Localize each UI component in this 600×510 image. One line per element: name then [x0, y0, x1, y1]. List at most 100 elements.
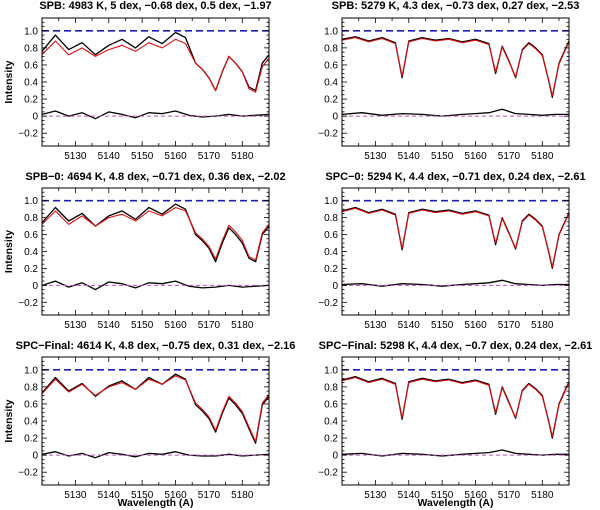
y-tick-label: 0.4: [24, 78, 38, 89]
y-axis-label: Intensity: [3, 230, 15, 273]
x-tick-label: 5160: [164, 151, 187, 162]
y-tick-label: 0.2: [324, 264, 338, 275]
residual-line: [42, 110, 269, 120]
x-tick-label: 5150: [131, 151, 154, 162]
x-tick-label: 5130: [364, 151, 387, 162]
x-tick-label: 5130: [364, 320, 387, 331]
plot-area: [342, 199, 569, 287]
x-tick-label: 5130: [364, 490, 387, 501]
panel-1: SPB: 4983 K, 5 dex, −0.68 dex, 0.5 dex, …: [3, 0, 272, 162]
observed-spectrum-line: [42, 31, 269, 92]
panel-6: SPC−Final: 5298 K, 4.4 dex, −0.7 dex, 0.…: [318, 340, 592, 509]
y-tick-label: 0.2: [24, 95, 38, 106]
y-tick-label: 0: [32, 112, 38, 123]
y-tick-label: 0.4: [324, 417, 338, 428]
observed-spectrum-line: [342, 206, 569, 270]
y-axis-label: Intensity: [3, 399, 15, 442]
x-tick-label: 5180: [531, 151, 554, 162]
plot-area: [342, 368, 569, 457]
x-tick-label: 5150: [431, 151, 454, 162]
model-spectrum-line: [342, 37, 569, 97]
y-tick-label: 0.4: [324, 78, 338, 89]
plot-frame: [341, 17, 570, 147]
y-tick-label: −0.2: [318, 298, 338, 309]
y-tick-label: 0: [32, 281, 38, 292]
y-tick-label: −0.2: [318, 129, 338, 140]
x-tick-label: 5140: [98, 320, 121, 331]
x-tick-label: 5170: [498, 490, 521, 501]
x-axis-label: Wavelength (A): [417, 497, 493, 509]
x-tick-label: 5140: [398, 490, 421, 501]
x-tick-label: 5160: [164, 320, 187, 331]
model-spectrum-line: [42, 38, 269, 93]
x-tick-label: 5180: [531, 490, 554, 501]
y-tick-label: 0: [32, 451, 38, 462]
y-tick-label: 0.2: [324, 434, 338, 445]
panel-4: SPC−0: 5294 K, 4.4 dex, −0.71 dex, 0.24 …: [318, 171, 585, 331]
y-tick-label: 0.6: [24, 230, 38, 241]
plot-area: [42, 368, 269, 459]
y-tick-label: 0.4: [24, 417, 38, 428]
y-axis-label: Intensity: [3, 60, 15, 103]
y-tick-label: 1.0: [24, 365, 38, 376]
x-tick-label: 5170: [498, 320, 521, 331]
y-tick-label: 0.2: [24, 434, 38, 445]
panel-title: SPB: 4983 K, 5 dex, −0.68 dex, 0.5 dex, …: [39, 0, 271, 12]
y-tick-label: 0.8: [324, 382, 338, 393]
y-tick-label: 1.0: [324, 365, 338, 376]
y-tick-label: 0.6: [324, 60, 338, 71]
x-tick-label: 5170: [198, 151, 221, 162]
x-tick-label: 5160: [464, 490, 487, 501]
y-tick-label: −0.2: [18, 129, 38, 140]
y-tick-label: 0.6: [24, 399, 38, 410]
panel-3: SPB−0: 4694 K, 4.8 dex, −0.71 dex, 0.36 …: [3, 171, 286, 331]
x-tick-label: 5130: [64, 320, 87, 331]
x-tick-label: 5170: [198, 490, 221, 501]
y-tick-label: 0: [332, 451, 338, 462]
panel-5: SPC−Final: 4614 K, 4.8 dex, −0.75 dex, 0…: [3, 340, 295, 509]
observed-spectrum-line: [342, 36, 569, 99]
x-tick-label: 5170: [498, 151, 521, 162]
y-tick-label: 0.2: [324, 95, 338, 106]
y-tick-label: 0.2: [24, 264, 38, 275]
x-tick-label: 5150: [431, 490, 454, 501]
panel-2: SPB: 5279 K, 4.3 dex, −0.73 dex, 0.27 de…: [318, 0, 579, 162]
model-spectrum-line: [342, 207, 569, 268]
plot-area: [342, 29, 569, 117]
y-tick-label: 1.0: [24, 26, 38, 37]
x-tick-label: 5140: [98, 151, 121, 162]
y-tick-label: 0.8: [24, 213, 38, 224]
plot-frame: [341, 356, 570, 486]
model-spectrum-line: [42, 206, 269, 261]
plot-frame: [41, 187, 270, 316]
residual-line: [42, 451, 269, 459]
y-tick-label: 1.0: [324, 26, 338, 37]
x-tick-label: 5140: [398, 151, 421, 162]
x-tick-label: 5160: [164, 490, 187, 501]
observed-spectrum-line: [42, 203, 269, 263]
x-tick-label: 5130: [64, 490, 87, 501]
y-tick-label: 0.8: [24, 43, 38, 54]
x-tick-label: 5160: [464, 151, 487, 162]
model-spectrum-line: [42, 375, 269, 443]
y-tick-label: 0.4: [24, 247, 38, 258]
y-tick-label: 1.0: [24, 196, 38, 207]
y-tick-label: 1.0: [324, 196, 338, 207]
y-tick-label: 0: [332, 112, 338, 123]
observed-spectrum-line: [42, 373, 269, 444]
x-tick-label: 5180: [231, 151, 254, 162]
y-tick-label: 0.6: [324, 230, 338, 241]
y-tick-label: 0.8: [24, 382, 38, 393]
x-tick-label: 5160: [464, 320, 487, 331]
plot-area: [42, 29, 269, 120]
y-tick-label: 0.8: [324, 213, 338, 224]
plot-area: [42, 199, 269, 291]
panel-title: SPB−0: 4694 K, 4.8 dex, −0.71 dex, 0.36 …: [25, 171, 285, 183]
y-tick-label: 0.8: [324, 43, 338, 54]
plot-frame: [41, 17, 270, 147]
panel-title: SPC−Final: 4614 K, 4.8 dex, −0.75 dex, 0…: [16, 340, 296, 352]
x-tick-label: 5130: [64, 151, 87, 162]
x-tick-label: 5150: [431, 320, 454, 331]
y-tick-label: 0.4: [324, 247, 338, 258]
